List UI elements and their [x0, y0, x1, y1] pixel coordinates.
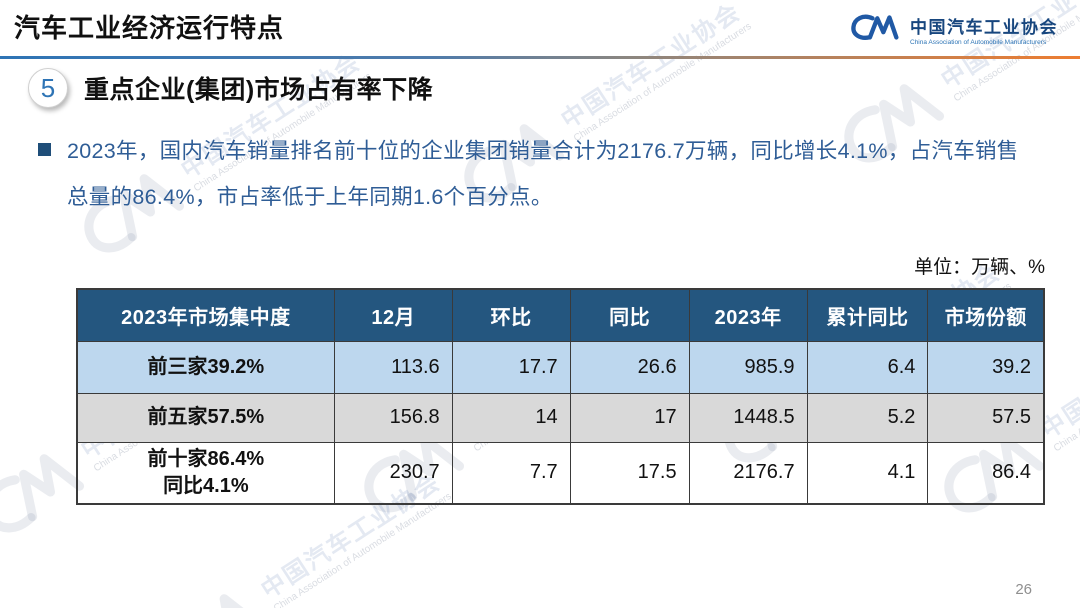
column-header: 2023年 — [688, 288, 808, 342]
column-header: 市场份额 — [927, 288, 1045, 342]
cell-value: 6.4 — [806, 340, 929, 394]
cell-value: 17 — [569, 392, 690, 443]
cell-value: 985.9 — [688, 340, 808, 394]
cell-value: 17.5 — [569, 441, 690, 505]
page-title: 汽车工业经济运行特点 — [14, 13, 285, 43]
bullet-text: 2023年，国内汽车销量排名前十位的企业集团销量合计为2176.7万辆，同比增长… — [67, 139, 1019, 209]
column-header: 累计同比 — [806, 288, 929, 342]
cell-value: 230.7 — [333, 441, 453, 505]
column-header: 环比 — [451, 288, 571, 342]
cell-value: 86.4 — [927, 441, 1045, 505]
row-label: 前十家86.4% 同比4.1% — [76, 441, 335, 505]
column-header: 同比 — [569, 288, 690, 342]
cell-value: 57.5 — [927, 392, 1045, 443]
section-heading: 重点企业(集团)市场占有率下降 — [84, 76, 434, 104]
table-row: 前十家86.4% 同比4.1% 230.7 7.7 17.5 2176.7 4.… — [76, 441, 1045, 505]
page-number: 26 — [1015, 581, 1032, 598]
title-divider — [0, 56, 1080, 59]
cell-value: 5.2 — [806, 392, 929, 443]
table-header-row: 2023年市场集中度 12月 环比 同比 2023年 累计同比 市场份额 — [76, 288, 1045, 342]
table-row: 前五家57.5% 156.8 14 17 1448.5 5.2 57.5 — [76, 392, 1045, 443]
cam-logo-icon — [850, 12, 902, 47]
cell-value: 1448.5 — [688, 392, 808, 443]
bullet-square-icon — [38, 143, 51, 156]
cell-value: 156.8 — [333, 392, 453, 443]
cell-value: 2176.7 — [688, 441, 808, 505]
org-name-cn: 中国汽车工业协会 — [910, 18, 1058, 37]
cell-value: 14 — [451, 392, 571, 443]
cell-value: 113.6 — [333, 340, 453, 394]
table-row: 前三家39.2% 113.6 17.7 26.6 985.9 6.4 39.2 — [76, 340, 1045, 394]
org-logo: 中国汽车工业协会 China Association of Automobile… — [850, 12, 1058, 47]
column-header: 12月 — [333, 288, 453, 342]
market-concentration-table: 2023年市场集中度 12月 环比 同比 2023年 累计同比 市场份额 前三家… — [76, 288, 1045, 505]
table-unit-label: 单位：万辆、% — [914, 257, 1045, 278]
section-number-badge: 5 — [28, 68, 68, 108]
cell-value: 4.1 — [806, 441, 929, 505]
row-label: 前五家57.5% — [76, 392, 335, 443]
cell-value: 7.7 — [451, 441, 571, 505]
row-label: 前三家39.2% — [76, 340, 335, 394]
cell-value: 26.6 — [569, 340, 690, 394]
bullet-item: 2023年，国内汽车销量排名前十位的企业集团销量合计为2176.7万辆，同比增长… — [38, 128, 1038, 220]
section-header: 5 重点企业(集团)市场占有率下降 — [28, 68, 433, 108]
cell-value: 39.2 — [927, 340, 1045, 394]
column-header: 2023年市场集中度 — [76, 288, 335, 342]
org-name-en: China Association of Automobile Manufact… — [910, 39, 1047, 46]
cell-value: 17.7 — [451, 340, 571, 394]
